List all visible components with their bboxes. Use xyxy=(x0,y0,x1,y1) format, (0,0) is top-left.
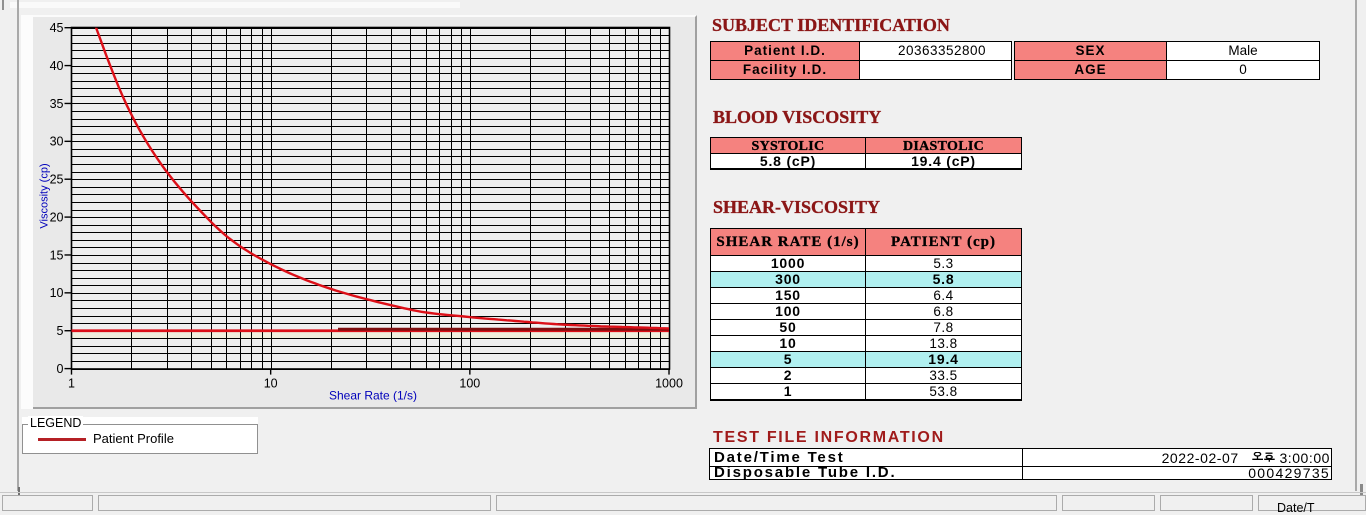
svg-text:45: 45 xyxy=(50,21,64,35)
svg-text:10: 10 xyxy=(50,286,64,300)
svg-text:15: 15 xyxy=(50,248,64,262)
svg-text:35: 35 xyxy=(50,97,64,111)
svg-text:20: 20 xyxy=(50,210,64,224)
svg-text:1000: 1000 xyxy=(655,377,683,391)
svg-text:30: 30 xyxy=(50,135,64,149)
svg-text:10: 10 xyxy=(264,377,278,391)
svg-text:0: 0 xyxy=(57,362,64,376)
svg-text:5: 5 xyxy=(57,324,64,338)
svg-text:25: 25 xyxy=(50,173,64,187)
svg-text:1: 1 xyxy=(68,377,75,391)
svg-text:100: 100 xyxy=(459,377,480,391)
svg-text:Shear Rate (1/s): Shear Rate (1/s) xyxy=(329,389,417,403)
svg-text:40: 40 xyxy=(50,59,64,73)
svg-text:Viscosity (cp): Viscosity (cp) xyxy=(39,163,51,228)
